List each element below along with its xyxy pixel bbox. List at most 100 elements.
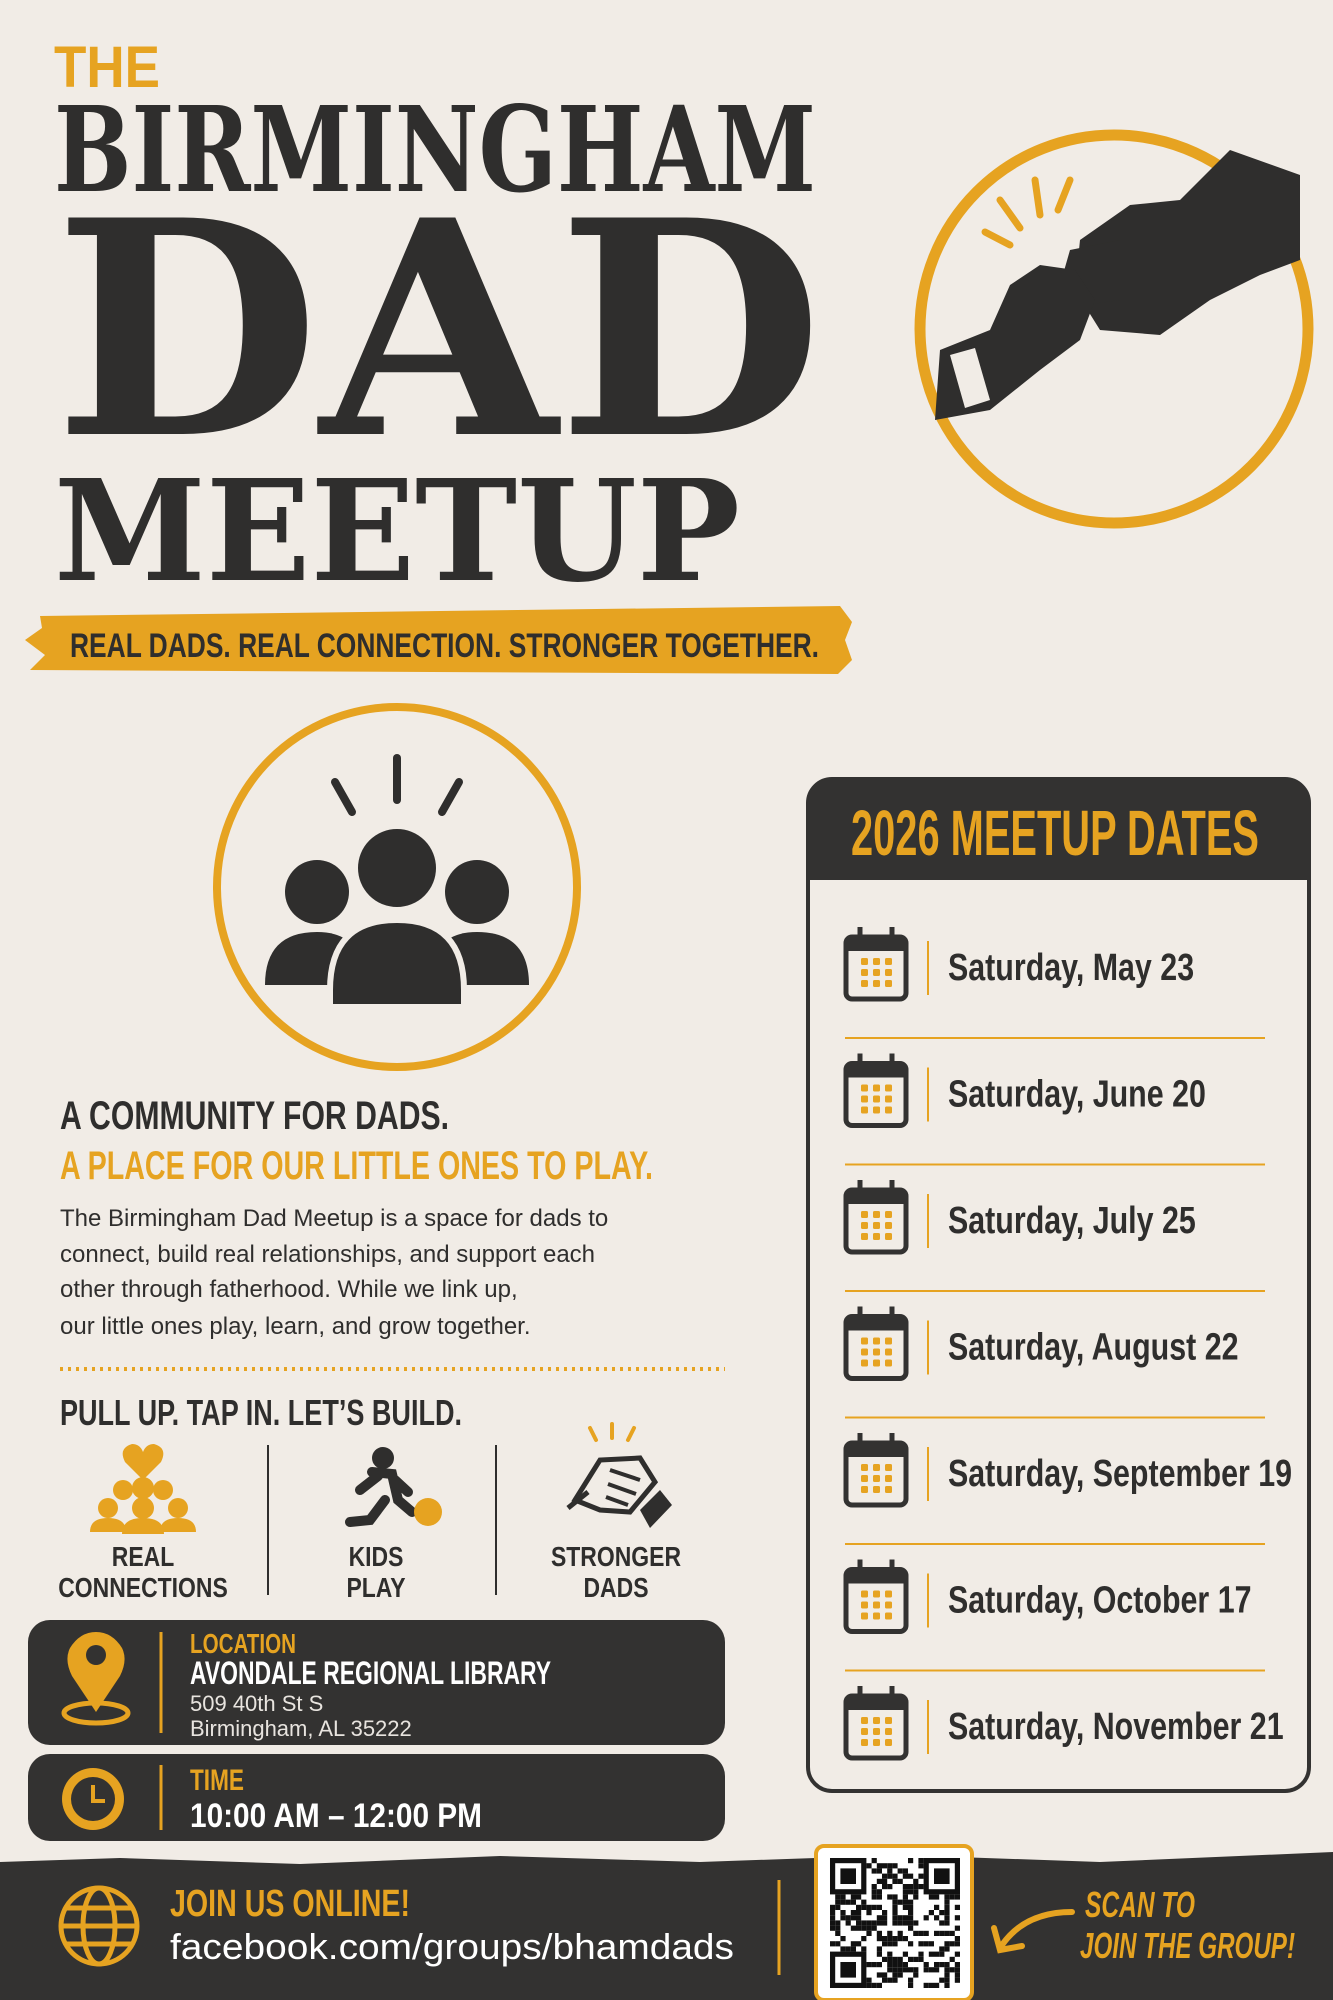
qr-module bbox=[840, 1894, 846, 1900]
qr-module bbox=[928, 1951, 934, 1957]
date-item: Saturday, October 17 bbox=[948, 1579, 1252, 1621]
qr-module bbox=[902, 1889, 908, 1895]
qr-module bbox=[923, 1941, 929, 1947]
qr-module bbox=[913, 1889, 919, 1895]
qr-module bbox=[882, 1956, 888, 1962]
qr-module bbox=[913, 1972, 919, 1978]
qr-module bbox=[861, 1920, 867, 1926]
calendar-dot bbox=[861, 1222, 868, 1229]
qr-finder bbox=[829, 1951, 867, 1988]
cta-arrow bbox=[991, 1909, 1075, 1954]
calendar-dot bbox=[873, 969, 880, 976]
qr-module bbox=[897, 1920, 903, 1926]
qr-module bbox=[934, 1962, 940, 1968]
calendar-dot bbox=[873, 1359, 880, 1367]
qr-module bbox=[882, 1977, 888, 1983]
qr-module bbox=[850, 1946, 856, 1952]
qr-module bbox=[830, 1941, 836, 1947]
qr-module bbox=[892, 1967, 898, 1973]
qr-module bbox=[871, 1858, 877, 1864]
connections-icon bbox=[90, 1444, 196, 1534]
calendar-dot bbox=[861, 980, 868, 987]
calendar-dot bbox=[873, 1337, 880, 1345]
qr-module bbox=[908, 1956, 914, 1962]
qr-module bbox=[876, 1863, 882, 1869]
qr-module bbox=[934, 1951, 940, 1957]
calendar-top bbox=[846, 1569, 906, 1584]
qr-module bbox=[897, 1915, 903, 1921]
calendar-dot bbox=[861, 1337, 868, 1345]
calendar-dot bbox=[873, 1590, 880, 1598]
calendar-dot bbox=[861, 1106, 868, 1114]
qr-module bbox=[928, 1941, 934, 1947]
qr-module bbox=[856, 1925, 862, 1931]
qr-code bbox=[829, 1857, 961, 1988]
qr-module bbox=[908, 1884, 914, 1890]
qr-module bbox=[949, 1956, 955, 1962]
qr-module bbox=[845, 1899, 851, 1905]
calendar-dot bbox=[885, 1106, 892, 1114]
qr-module bbox=[902, 1899, 908, 1905]
qr-module bbox=[887, 1956, 893, 1962]
qr-module bbox=[918, 1873, 924, 1879]
globe-icon bbox=[58, 1885, 140, 1967]
qr-module bbox=[850, 1894, 856, 1900]
qr-module bbox=[856, 1904, 862, 1910]
qr-module bbox=[939, 1977, 945, 1983]
kids-play-icon bbox=[345, 1447, 442, 1527]
qr-module bbox=[928, 1894, 934, 1900]
qr-module bbox=[939, 1930, 945, 1936]
calendar-dot bbox=[885, 1095, 892, 1103]
qr-module bbox=[949, 1967, 955, 1973]
calendar-dot bbox=[873, 1739, 880, 1746]
qr-module bbox=[850, 1915, 856, 1921]
qr-module bbox=[934, 1930, 940, 1936]
qr-module bbox=[887, 1894, 893, 1900]
qr-module bbox=[902, 1915, 908, 1921]
qr-module bbox=[902, 1884, 908, 1890]
qr-module bbox=[882, 1941, 888, 1947]
qr-module bbox=[897, 1868, 903, 1874]
calendar-dot bbox=[885, 1728, 892, 1735]
qr-module bbox=[892, 1899, 898, 1905]
calendar-dot bbox=[861, 1475, 868, 1482]
qr-module bbox=[850, 1910, 856, 1916]
footer-cta: JOIN THE GROUP! bbox=[1080, 1925, 1295, 1966]
date-item: Saturday, July 25 bbox=[948, 1200, 1196, 1242]
qr-module bbox=[892, 1910, 898, 1916]
date-item: Saturday, May 23 bbox=[948, 947, 1194, 989]
qr-module bbox=[902, 1868, 908, 1874]
calendar-dot bbox=[885, 1475, 892, 1482]
qr-module bbox=[866, 1977, 872, 1983]
qr-module bbox=[918, 1863, 924, 1869]
clock-icon bbox=[62, 1768, 124, 1830]
qr-module bbox=[908, 1977, 914, 1983]
date-item: Saturday, September 19 bbox=[948, 1453, 1292, 1495]
title-line: BIRMINGHAM bbox=[54, 80, 816, 219]
qr-module bbox=[908, 1941, 914, 1947]
qr-module bbox=[830, 1904, 836, 1910]
calendar-dot bbox=[885, 1084, 892, 1092]
qr-module bbox=[850, 1941, 856, 1947]
qr-module bbox=[887, 1936, 893, 1942]
qr-module bbox=[887, 1873, 893, 1879]
qr-module bbox=[897, 1956, 903, 1962]
calendar-dot bbox=[873, 1464, 880, 1471]
calendar-dot bbox=[873, 1106, 880, 1114]
qr-module bbox=[944, 1977, 950, 1983]
qr-module bbox=[830, 1915, 836, 1921]
footer-url: facebook.com/groups/bhamdads bbox=[170, 1926, 734, 1967]
qr-module bbox=[871, 1894, 877, 1900]
qr-module bbox=[856, 1910, 862, 1916]
qr-module bbox=[902, 1936, 908, 1942]
calendar-dot bbox=[873, 1475, 880, 1482]
calendar-dot bbox=[873, 1233, 880, 1240]
calendar-dot bbox=[861, 1348, 868, 1356]
qr-module bbox=[954, 1962, 960, 1968]
calendar-dot bbox=[861, 958, 868, 965]
calendar-top bbox=[846, 1696, 906, 1710]
feature-label: REAL bbox=[112, 1542, 174, 1573]
qr-module bbox=[934, 1904, 940, 1910]
qr-module bbox=[835, 1925, 841, 1931]
qr-module bbox=[908, 1982, 914, 1988]
